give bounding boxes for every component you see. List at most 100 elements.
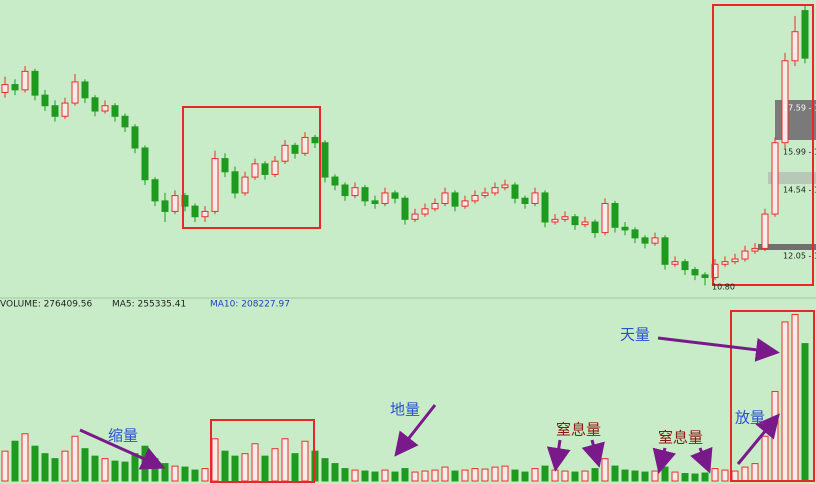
volume-bar (401, 468, 409, 482)
candle-body (341, 184, 349, 197)
price-band (758, 244, 816, 250)
candle-body (691, 269, 699, 276)
volume-bar (661, 466, 669, 482)
candle-body (431, 203, 439, 210)
volume-bar (41, 453, 49, 482)
candle-body (81, 81, 89, 99)
candle-body (31, 70, 39, 96)
candle-body (731, 258, 739, 263)
volume-bar (171, 465, 179, 482)
candle-body (701, 274, 709, 279)
volume-bars (1, 313, 809, 482)
volume-bar (671, 471, 679, 482)
volume-bar (511, 469, 519, 482)
volume-bar (281, 438, 289, 482)
volume-bar (611, 465, 619, 482)
volume-bar (341, 468, 349, 482)
candle-body (561, 216, 569, 220)
candle-body (491, 187, 499, 194)
candle-body (361, 187, 369, 202)
volume-bar (271, 448, 279, 482)
candle-body (411, 213, 419, 220)
candle-body (551, 218, 559, 223)
candle-body (241, 176, 249, 194)
candle-body (791, 31, 799, 62)
candle-body (331, 176, 339, 186)
candle-body (651, 237, 659, 244)
volume-bar (601, 458, 609, 482)
highlight-box (210, 419, 315, 483)
volume-bar (121, 461, 129, 482)
volume-bar (301, 440, 309, 482)
volume-bar (261, 455, 269, 482)
volume-bar (681, 473, 689, 482)
candle-body (401, 197, 409, 220)
volume-bar (221, 450, 229, 482)
volume-bar (761, 435, 769, 482)
volume-bar (1, 450, 9, 482)
volume-bar (141, 445, 149, 482)
volume-bar (721, 469, 729, 482)
annotation: 地量 (390, 401, 420, 419)
candle-body (251, 163, 259, 178)
candle-body (681, 261, 689, 271)
volume-bar (791, 313, 799, 482)
arrow (79, 428, 166, 470)
price-band (768, 172, 816, 184)
candle-body (471, 195, 479, 202)
candle-body (41, 94, 49, 107)
volume-bar (481, 468, 489, 482)
volume-bar (731, 470, 739, 482)
candle-body (521, 197, 529, 204)
candle-body (591, 221, 599, 234)
volume-bar (211, 438, 219, 482)
arrow (581, 439, 605, 468)
candle-body (501, 184, 509, 189)
volume-bar (111, 460, 119, 482)
candle-body (111, 105, 119, 117)
annotation: 窒息量 (658, 429, 703, 447)
candle-body (91, 97, 99, 112)
volume-bar (181, 466, 189, 482)
candle-body (371, 200, 379, 205)
candle-body (461, 200, 469, 207)
candle-body (671, 261, 679, 265)
volume-bar (321, 458, 329, 482)
candle-body (441, 192, 449, 205)
candle-body (1, 84, 9, 93)
volume-bar (431, 469, 439, 482)
candle-body (781, 60, 789, 144)
volume-bar (381, 469, 389, 482)
volume-header: VOLUME: 276409.56 (0, 300, 93, 310)
volume-bar (491, 466, 499, 482)
candle-body (261, 163, 269, 175)
volume-bar (421, 470, 429, 482)
highlight-box (730, 310, 815, 482)
volume-bar (571, 471, 579, 482)
candle-body (771, 142, 779, 215)
highlight-box (712, 4, 814, 286)
candle-body (351, 187, 359, 197)
candle-body (611, 203, 619, 228)
candle-body (171, 195, 179, 212)
volume-bar (251, 443, 259, 482)
candle-body (51, 105, 59, 117)
arrows (79, 336, 780, 474)
candle-body (661, 237, 669, 265)
volume-bar (581, 470, 589, 482)
volume-bar (351, 469, 359, 482)
volume-bar (801, 343, 809, 482)
candle-body (151, 179, 159, 202)
candle-body (421, 208, 429, 215)
volume-header: MA10: 208227.97 (210, 300, 290, 310)
volume-bar (561, 470, 569, 482)
volume-bar (741, 466, 749, 482)
volume-bar (521, 471, 529, 482)
volume-bar (621, 469, 629, 482)
volume-bar (331, 463, 339, 482)
candle-body (641, 237, 649, 244)
candle-body (101, 105, 109, 112)
volume-bar (231, 455, 239, 482)
candle-body (541, 192, 549, 223)
